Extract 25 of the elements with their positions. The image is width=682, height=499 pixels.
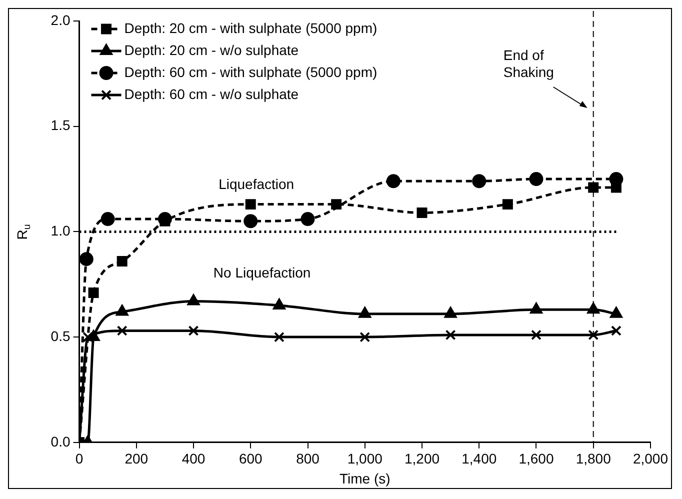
y-axis-title: Ru (14, 224, 33, 240)
x-tick-label: 1,800 (576, 450, 612, 467)
x-tick-label: 1,400 (462, 450, 497, 467)
x-tick-label: 200 (124, 450, 148, 467)
x-axis-title: Time (s) (339, 470, 390, 486)
y-tick-label: 0.5 (50, 328, 70, 344)
x-tick-label: 800 (296, 450, 320, 467)
x-tick-label: 0 (75, 450, 84, 467)
legend-label: Depth: 20 cm - with sulphate (5000 ppm) (124, 20, 378, 36)
annotation: Liquefaction (218, 176, 294, 192)
x-tick-label: 600 (238, 450, 263, 467)
y-tick-label: 1.5 (50, 117, 70, 134)
y-tick-label: 2.0 (50, 12, 70, 28)
legend-label: Depth: 20 cm - w/o sulphate (124, 42, 299, 58)
x-tick-label: 1,200 (404, 450, 440, 467)
x-tick-label: 1,000 (347, 450, 383, 467)
annotation: No Liquefaction (213, 264, 311, 281)
y-tick-label: 0.0 (50, 433, 70, 450)
x-tick-label: 1,600 (518, 450, 554, 467)
legend-label: Depth: 60 cm - w/o sulphate (124, 86, 299, 102)
x-tick-label: 2,000 (632, 450, 668, 467)
y-tick-label: 1.0 (50, 222, 70, 239)
ref-line-label: End of Shaking (503, 46, 554, 80)
legend-label: Depth: 60 cm - with sulphate (5000 ppm) (124, 64, 378, 80)
x-tick-label: 400 (182, 450, 206, 467)
